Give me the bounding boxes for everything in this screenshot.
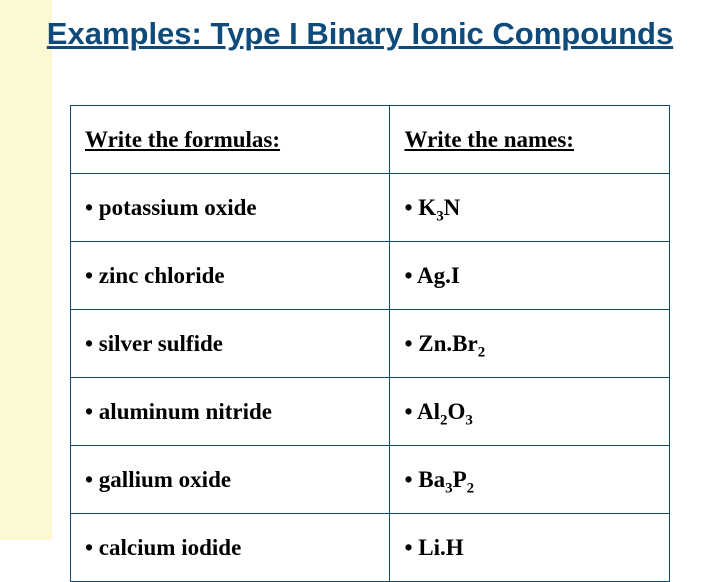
formula-prompt-cell: • aluminum nitride [71,378,390,446]
name-prompt-cell: • Ag.I [390,242,670,310]
header-left: Write the formulas: [71,106,390,174]
table-row: • aluminum nitride • Al2O3 [71,378,670,446]
examples-table: Write the formulas: Write the names: • p… [70,105,670,582]
name-prompt-cell: • Zn.Br2 [390,310,670,378]
table-row: • gallium oxide • Ba3P2 [71,446,670,514]
table-header-row: Write the formulas: Write the names: [71,106,670,174]
name-prompt-cell: • Ba3P2 [390,446,670,514]
formula-prompt-cell: • zinc chloride [71,242,390,310]
name-prompt-cell: • Al2O3 [390,378,670,446]
table-row: • calcium iodide • Li.H [71,514,670,582]
table-row: • potassium oxide • K3N [71,174,670,242]
header-right: Write the names: [390,106,670,174]
table-row: • silver sulfide • Zn.Br2 [71,310,670,378]
formula-prompt-cell: • silver sulfide [71,310,390,378]
formula-prompt-cell: • potassium oxide [71,174,390,242]
formula-prompt-cell: • gallium oxide [71,446,390,514]
formula-prompt-cell: • calcium iodide [71,514,390,582]
name-prompt-cell: • Li.H [390,514,670,582]
left-decorative-stripe [0,0,52,540]
slide-title: Examples: Type I Binary Ionic Compounds [0,18,720,51]
name-prompt-cell: • K3N [390,174,670,242]
table-row: • zinc chloride • Ag.I [71,242,670,310]
